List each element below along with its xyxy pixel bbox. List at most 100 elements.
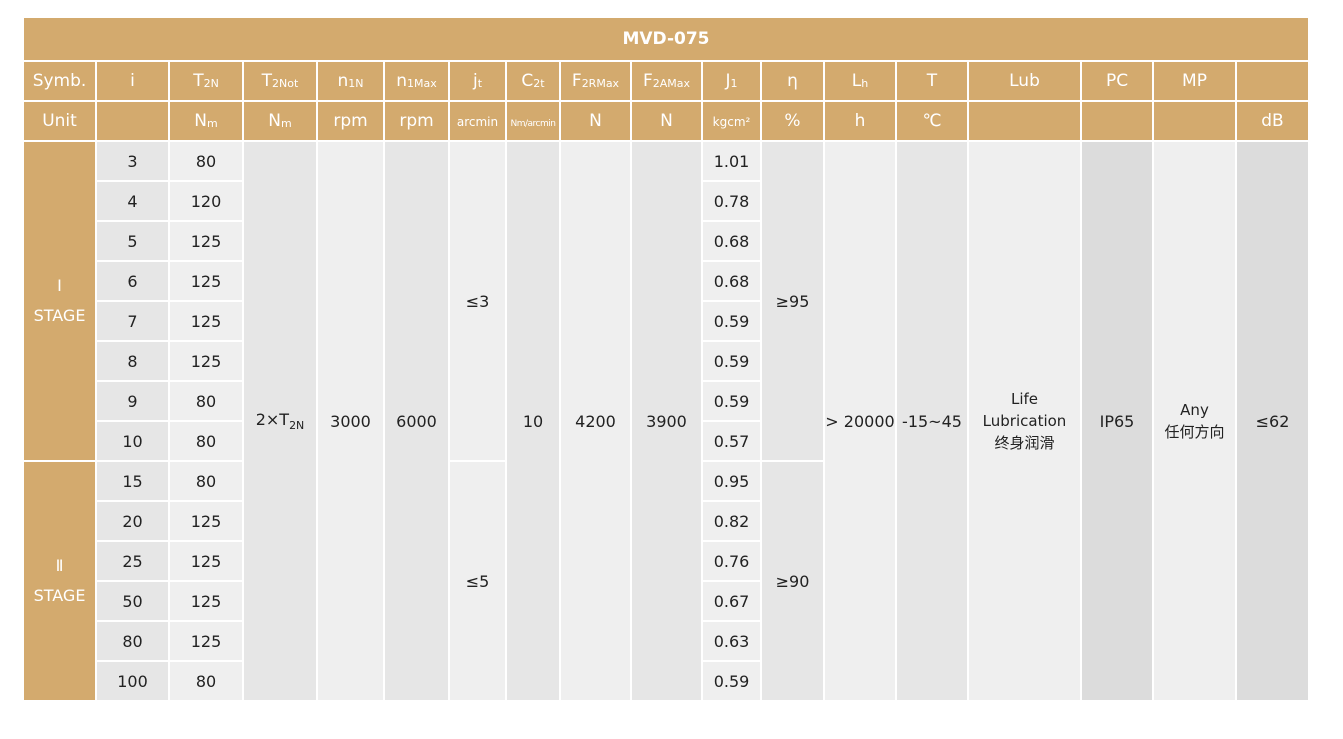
- inertia-cell: 0.59: [703, 302, 760, 340]
- symbol-sub: 1N: [348, 77, 364, 90]
- header-unit-cell: Nm: [170, 102, 242, 140]
- symbol-main: PC: [1105, 71, 1129, 91]
- stage-numeral: Ⅱ: [55, 556, 64, 575]
- table-row: 25 125 0.76: [24, 542, 1308, 580]
- ratio-cell: 15: [97, 462, 168, 500]
- inertia-cell: 0.78: [703, 182, 760, 220]
- unit-text: kgcm²: [712, 115, 751, 129]
- header-unit-cell: %: [762, 102, 823, 140]
- t2n-cell: 120: [170, 182, 242, 220]
- table-row: 9 80 0.59: [24, 382, 1308, 420]
- header-unit: Unit: [24, 102, 95, 140]
- inertia-cell: 0.82: [703, 502, 760, 540]
- stage-text: STAGE: [33, 306, 86, 325]
- table-row: 6 125 0.68: [24, 262, 1308, 300]
- unit-text: Nm/arcmin: [510, 119, 556, 129]
- temperature-cell: -15~45: [897, 142, 967, 700]
- table-row: 4 120 0.78: [24, 182, 1308, 220]
- symbol-sub: 1: [730, 77, 738, 90]
- header-symbol: n1Max: [385, 62, 448, 100]
- lub-en-2: Lubrication: [982, 412, 1067, 430]
- unit-sub: m: [207, 117, 218, 130]
- t2n-cell: 80: [170, 142, 242, 180]
- t2n-cell: 125: [170, 222, 242, 260]
- lub-cn: 终身润滑: [994, 434, 1055, 452]
- mounting-position-cell: Any 任何方向: [1154, 142, 1235, 700]
- ratio-cell: 4: [97, 182, 168, 220]
- symbol-main: T: [261, 71, 273, 91]
- header-unit-cell: N: [561, 102, 630, 140]
- backlash-cell: ≤5: [450, 462, 505, 700]
- symbol-sub: 2AMax: [652, 77, 691, 90]
- unit-text: N: [268, 111, 281, 131]
- symbol-main: C: [521, 71, 534, 91]
- symbol-main: L: [851, 71, 862, 91]
- spec-table: MVD-075 Symb. i T2N T2Not n1N n1Max jt C2t F2RMax…: [22, 16, 1310, 702]
- c2t-cell: 10: [507, 142, 559, 700]
- t2n-cell: 80: [170, 422, 242, 460]
- inertia-cell: 0.59: [703, 662, 760, 700]
- header-symb: Symb.: [24, 62, 95, 100]
- backlash-cell: ≤3: [450, 142, 505, 460]
- protection-class-cell: IP65: [1082, 142, 1152, 700]
- efficiency-cell: ≥90: [762, 462, 823, 700]
- stage-label: Ⅰ STAGE: [24, 142, 95, 460]
- table-row: 5 125 0.68: [24, 222, 1308, 260]
- unit-text: h: [854, 111, 866, 131]
- t2n-cell: 125: [170, 622, 242, 660]
- header-symbol: T: [897, 62, 967, 100]
- header-unit-cell: rpm: [318, 102, 383, 140]
- header-unit-cell: [1082, 102, 1152, 140]
- n1n-cell: 3000: [318, 142, 383, 700]
- header-symbol: Lh: [825, 62, 895, 100]
- symbol-main: η: [787, 71, 798, 91]
- mp-en: Any: [1180, 401, 1209, 419]
- ratio-cell: 25: [97, 542, 168, 580]
- unit-text: rpm: [399, 111, 434, 131]
- table-row: 80 125 0.63: [24, 622, 1308, 660]
- symbol-sub: 2Not: [272, 77, 299, 90]
- unit-text: rpm: [333, 111, 368, 131]
- table-row: 10 80 0.57: [24, 422, 1308, 460]
- inertia-cell: 0.57: [703, 422, 760, 460]
- table-row: 8 125 0.59: [24, 342, 1308, 380]
- header-unit-cell: [97, 102, 168, 140]
- symbol-main: T: [926, 71, 938, 91]
- unit-text: dB: [1261, 111, 1284, 131]
- t2not-main: 2×T: [255, 409, 290, 429]
- symbol-main: MP: [1182, 71, 1207, 91]
- unit-text: N: [589, 111, 602, 131]
- lifetime-cell: > 20000: [825, 142, 895, 700]
- symbol-sub: h: [861, 77, 869, 90]
- header-unit-cell: h: [825, 102, 895, 140]
- symbol-main: J: [725, 71, 731, 91]
- stage-label: Ⅱ STAGE: [24, 462, 95, 700]
- header-unit-cell: Nm: [244, 102, 316, 140]
- inertia-cell: 0.95: [703, 462, 760, 500]
- t2n-cell: 80: [170, 382, 242, 420]
- symbol-sub: 2t: [533, 77, 545, 90]
- t2n-cell: 125: [170, 542, 242, 580]
- header-symbol: Lub: [969, 62, 1080, 100]
- header-symbol: PC: [1082, 62, 1152, 100]
- inertia-cell: 0.59: [703, 382, 760, 420]
- lub-en-1: Life: [1010, 390, 1039, 408]
- symbol-main: Lub: [1009, 71, 1040, 91]
- header-unit-cell: N: [632, 102, 701, 140]
- header-symbol: jt: [450, 62, 505, 100]
- inertia-cell: 0.63: [703, 622, 760, 660]
- symbol-main: T: [193, 71, 204, 91]
- t2n-cell: 125: [170, 342, 242, 380]
- ratio-cell: 10: [97, 422, 168, 460]
- f2rmax-cell: 4200: [561, 142, 630, 700]
- ratio-cell: 80: [97, 622, 168, 660]
- header-unit-cell: arcmin: [450, 102, 505, 140]
- unit-text: N: [660, 111, 673, 131]
- header-unit-cell: rpm: [385, 102, 448, 140]
- table-row: Ⅰ STAGE 3 80 2×T2N 3000 6000 ≤3 10 4200 3900 1.01 ≥9…: [24, 142, 1308, 700]
- table-row: Ⅱ STAGE 15 80 ≤5 0.95 ≥90: [24, 462, 1308, 700]
- header-unit-cell: kgcm²: [703, 102, 760, 140]
- header-symbol: C2t: [507, 62, 559, 100]
- header-unit-cell: [1154, 102, 1235, 140]
- mp-cn: 任何方向: [1164, 423, 1225, 441]
